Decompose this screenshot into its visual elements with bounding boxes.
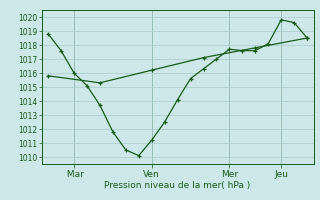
X-axis label: Pression niveau de la mer( hPa ): Pression niveau de la mer( hPa ) — [104, 181, 251, 190]
